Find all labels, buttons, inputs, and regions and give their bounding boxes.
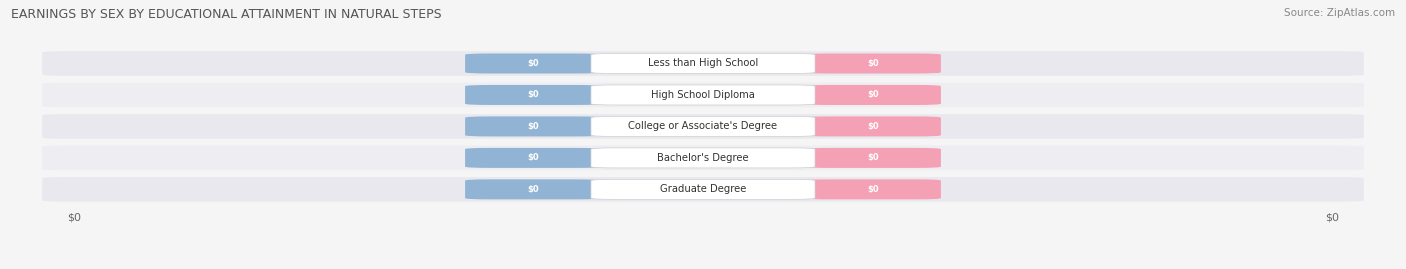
FancyBboxPatch shape xyxy=(42,146,1364,170)
Text: Bachelor's Degree: Bachelor's Degree xyxy=(657,153,749,163)
FancyBboxPatch shape xyxy=(465,116,600,136)
FancyBboxPatch shape xyxy=(806,85,941,105)
FancyBboxPatch shape xyxy=(42,177,1364,202)
FancyBboxPatch shape xyxy=(591,148,815,168)
Text: EARNINGS BY SEX BY EDUCATIONAL ATTAINMENT IN NATURAL STEPS: EARNINGS BY SEX BY EDUCATIONAL ATTAINMEN… xyxy=(11,8,441,21)
Text: $0: $0 xyxy=(868,90,879,100)
Text: $0: $0 xyxy=(868,153,879,162)
FancyBboxPatch shape xyxy=(42,51,1364,76)
Text: $0: $0 xyxy=(527,90,538,100)
FancyBboxPatch shape xyxy=(465,85,600,105)
FancyBboxPatch shape xyxy=(591,116,815,136)
FancyBboxPatch shape xyxy=(806,179,941,199)
Text: $0: $0 xyxy=(868,185,879,194)
FancyBboxPatch shape xyxy=(806,148,941,168)
FancyBboxPatch shape xyxy=(591,179,815,199)
FancyBboxPatch shape xyxy=(42,83,1364,107)
FancyBboxPatch shape xyxy=(591,85,815,105)
FancyBboxPatch shape xyxy=(465,148,600,168)
Text: $0: $0 xyxy=(527,59,538,68)
Text: Graduate Degree: Graduate Degree xyxy=(659,184,747,194)
Text: Less than High School: Less than High School xyxy=(648,58,758,69)
FancyBboxPatch shape xyxy=(465,179,600,199)
FancyBboxPatch shape xyxy=(806,54,941,73)
FancyBboxPatch shape xyxy=(42,114,1364,139)
FancyBboxPatch shape xyxy=(465,54,600,73)
Text: $0: $0 xyxy=(527,153,538,162)
FancyBboxPatch shape xyxy=(806,116,941,136)
Text: $0: $0 xyxy=(868,122,879,131)
Text: $0: $0 xyxy=(868,59,879,68)
Text: $0: $0 xyxy=(527,185,538,194)
Text: Source: ZipAtlas.com: Source: ZipAtlas.com xyxy=(1284,8,1395,18)
FancyBboxPatch shape xyxy=(591,54,815,73)
Text: High School Diploma: High School Diploma xyxy=(651,90,755,100)
Text: $0: $0 xyxy=(527,122,538,131)
Text: College or Associate's Degree: College or Associate's Degree xyxy=(628,121,778,132)
